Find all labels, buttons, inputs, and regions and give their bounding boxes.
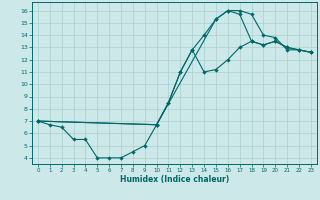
- X-axis label: Humidex (Indice chaleur): Humidex (Indice chaleur): [120, 175, 229, 184]
